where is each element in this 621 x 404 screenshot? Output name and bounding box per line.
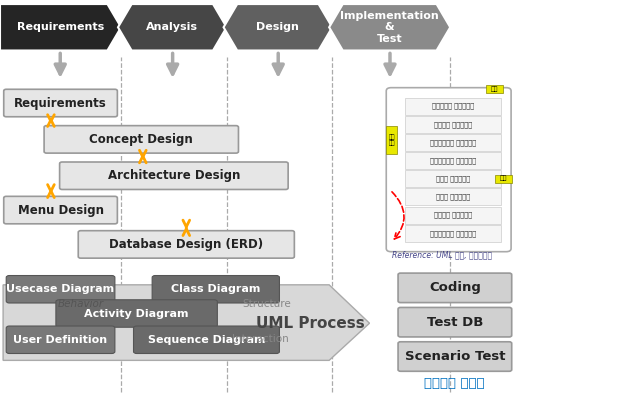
Polygon shape: [118, 4, 227, 50]
Text: 글래스 다이어그램: 글래스 다이어그램: [436, 175, 470, 182]
Polygon shape: [224, 4, 332, 50]
Text: 콜라보레이션 다이어그램: 콜라보레이션 다이어그램: [430, 139, 476, 146]
Text: Menu Design: Menu Design: [17, 204, 104, 217]
FancyBboxPatch shape: [405, 116, 501, 133]
Text: Sequence Diagram: Sequence Diagram: [148, 335, 265, 345]
FancyBboxPatch shape: [495, 175, 512, 183]
Text: Concept Design: Concept Design: [89, 133, 193, 146]
Text: Implementation
&
Test: Implementation & Test: [340, 11, 439, 44]
Text: UML Process: UML Process: [256, 316, 365, 331]
FancyBboxPatch shape: [405, 207, 501, 224]
FancyBboxPatch shape: [44, 126, 238, 153]
FancyBboxPatch shape: [6, 326, 115, 354]
FancyBboxPatch shape: [398, 342, 512, 371]
Text: Interaction: Interaction: [232, 334, 289, 343]
Polygon shape: [329, 4, 450, 50]
FancyBboxPatch shape: [405, 98, 501, 115]
FancyBboxPatch shape: [6, 276, 115, 303]
FancyBboxPatch shape: [405, 188, 501, 205]
Text: Architecture Design: Architecture Design: [107, 169, 240, 182]
Text: 실사용자 테스트: 실사용자 테스트: [424, 377, 485, 390]
Text: 컴포넌트 다이어그램: 컴포넌트 다이어그램: [434, 212, 472, 219]
Text: Scenario Test: Scenario Test: [405, 350, 505, 363]
FancyBboxPatch shape: [386, 88, 511, 252]
Text: Reference: UML 사전, ㈜영진닷컴: Reference: UML 사전, ㈜영진닷컴: [392, 251, 492, 260]
FancyBboxPatch shape: [78, 231, 294, 258]
FancyBboxPatch shape: [405, 152, 501, 169]
Text: 분석
설계: 분석 설계: [389, 134, 395, 146]
FancyBboxPatch shape: [56, 300, 217, 327]
Text: Usecase Diagram: Usecase Diagram: [6, 284, 115, 294]
Text: 유스케이스 다이어그램: 유스케이스 다이어그램: [432, 103, 474, 109]
FancyArrowPatch shape: [392, 192, 404, 239]
FancyBboxPatch shape: [405, 225, 501, 242]
Text: Structure: Structure: [243, 299, 291, 309]
Text: Behavior: Behavior: [58, 299, 104, 309]
Text: Analysis: Analysis: [147, 22, 198, 32]
Text: Test DB: Test DB: [427, 316, 483, 329]
Text: 액티비티 다이어그램: 액티비티 다이어그램: [434, 121, 472, 128]
Polygon shape: [0, 4, 121, 50]
FancyBboxPatch shape: [60, 162, 288, 189]
Text: Requirements: Requirements: [17, 22, 104, 32]
Text: User Definition: User Definition: [14, 335, 107, 345]
FancyBboxPatch shape: [398, 307, 512, 337]
Text: Coding: Coding: [429, 281, 481, 295]
FancyBboxPatch shape: [486, 85, 503, 93]
FancyBboxPatch shape: [4, 196, 117, 224]
Polygon shape: [3, 285, 369, 360]
Text: Class Diagram: Class Diagram: [171, 284, 260, 294]
Text: 디플로이먼트 다이어그램: 디플로이먼트 다이어그램: [430, 230, 476, 237]
Text: Database Design (ERD): Database Design (ERD): [109, 238, 263, 251]
FancyBboxPatch shape: [398, 273, 512, 303]
Text: 스테이트차트 다이어그램: 스테이트차트 다이어그램: [430, 157, 476, 164]
Text: 요구: 요구: [491, 86, 498, 92]
FancyBboxPatch shape: [386, 126, 397, 154]
FancyBboxPatch shape: [134, 326, 279, 354]
FancyBboxPatch shape: [405, 134, 501, 151]
Text: Requirements: Requirements: [14, 97, 107, 109]
Text: Design: Design: [256, 22, 299, 32]
Text: Activity Diagram: Activity Diagram: [84, 309, 189, 318]
FancyBboxPatch shape: [152, 276, 279, 303]
FancyBboxPatch shape: [4, 89, 117, 117]
Text: 시퀀스 다이어그램: 시퀀스 다이어그램: [436, 194, 470, 200]
Text: 구현: 구현: [500, 176, 507, 181]
FancyBboxPatch shape: [405, 170, 501, 187]
